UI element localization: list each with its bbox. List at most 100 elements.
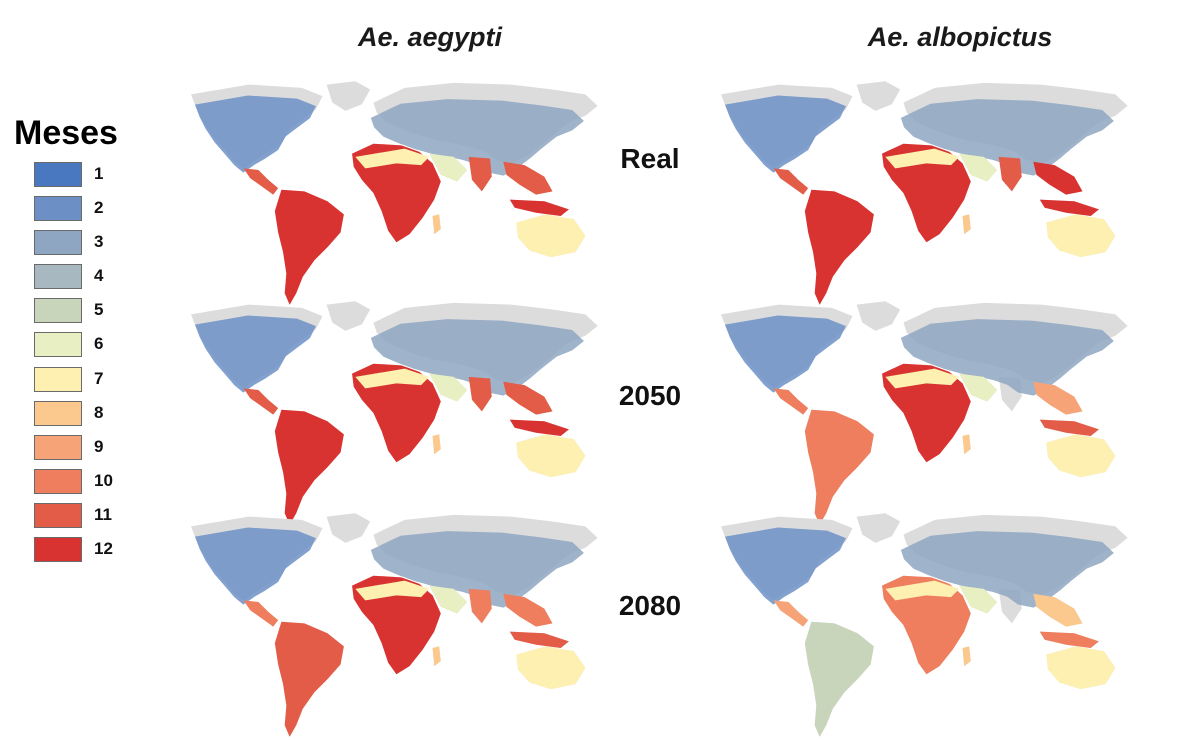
suitability-sahel [885, 148, 960, 169]
column-title-albopictus: Ae. albopictus [867, 22, 1053, 52]
legend-label: 9 [94, 436, 104, 456]
legend-label: 10 [94, 470, 113, 490]
suitability-sahel [355, 148, 430, 169]
row-label-2080: 2080 [618, 590, 682, 621]
suitability-africa [352, 363, 441, 463]
legend-swatch [34, 332, 82, 358]
legend-swatch [34, 502, 82, 528]
suitability-sahel [355, 368, 430, 389]
legend-swatch [34, 230, 82, 256]
suitability-madagascar [962, 646, 971, 667]
suitability-sahel [885, 580, 960, 601]
legend-swatch [34, 468, 82, 494]
row-label-real: Real [620, 143, 680, 174]
suitability-northAm [725, 95, 846, 173]
suitability-africa [882, 363, 971, 463]
suitability-centralAm [243, 388, 279, 415]
legend-label: 4 [94, 266, 104, 286]
suitability-madagascar [432, 214, 441, 235]
suitability-eurasia [900, 99, 1114, 176]
suitability-indonesia [509, 199, 569, 216]
legend-swatch [34, 196, 82, 222]
legend-swatch [34, 537, 82, 563]
suitability-arabia [429, 153, 468, 182]
world-map-panel [191, 81, 598, 305]
suitability-madagascar [432, 646, 441, 667]
legend-label: 12 [94, 539, 113, 559]
legend-label: 2 [94, 198, 104, 218]
legend-swatch [34, 366, 82, 392]
legend-swatch [34, 298, 82, 324]
suitability-india [468, 588, 492, 624]
suitability-seasia [503, 593, 553, 627]
suitability-northAm [195, 527, 316, 605]
world-map-panel [191, 513, 598, 737]
suitability-indonesia [1039, 419, 1099, 436]
world-map-panel [191, 301, 598, 525]
suitability-australia [1046, 434, 1116, 478]
legend-label: 8 [94, 402, 104, 422]
suitability-seasia [1033, 161, 1083, 195]
column-title-aegypti: Ae. aegypti [357, 22, 503, 52]
world-map-panel [721, 513, 1128, 737]
legend-label: 7 [94, 368, 104, 388]
suitability-indonesia [1039, 199, 1099, 216]
suitability-arabia [959, 153, 998, 182]
suitability-india [468, 156, 492, 192]
suitability-australia [1046, 214, 1116, 258]
row-label-2050: 2050 [618, 380, 682, 411]
suitability-arabia [429, 373, 468, 402]
suitability-eurasia [900, 531, 1114, 608]
suitability-southAm [804, 409, 874, 525]
world-map-panel [721, 81, 1128, 305]
suitability-southAm [804, 189, 874, 305]
land-greenland [856, 301, 901, 331]
suitability-northAm [195, 315, 316, 393]
suitability-sahel [885, 368, 960, 389]
suitability-africa [882, 143, 971, 243]
land-greenland [856, 513, 901, 543]
legend-label: 1 [94, 164, 104, 183]
suitability-australia [516, 214, 586, 258]
suitability-seasia [503, 381, 553, 415]
suitability-madagascar [962, 434, 971, 455]
suitability-seasia [1033, 381, 1083, 415]
suitability-arabia [429, 585, 468, 614]
legend-label: 3 [94, 232, 104, 252]
suitability-indonesia [509, 631, 569, 648]
legend-label: 6 [94, 334, 104, 354]
suitability-northAm [195, 95, 316, 173]
suitability-eurasia [370, 531, 584, 608]
legend-swatch [34, 434, 82, 460]
suitability-centralAm [243, 600, 279, 627]
suitability-northAm [725, 315, 846, 393]
legend-swatch [34, 400, 82, 426]
suitability-india [998, 156, 1022, 192]
legend-swatch [34, 162, 82, 187]
land-greenland [326, 301, 371, 331]
suitability-southAm [274, 189, 344, 305]
land-greenland [326, 81, 371, 111]
suitability-madagascar [962, 214, 971, 235]
suitability-seasia [503, 161, 553, 195]
suitability-africa [352, 575, 441, 675]
suitability-sahel [355, 580, 430, 601]
legend-label: 5 [94, 300, 104, 320]
suitability-seasia [1033, 593, 1083, 627]
suitability-indonesia [509, 419, 569, 436]
suitability-southAm [274, 621, 344, 737]
suitability-centralAm [243, 168, 279, 195]
suitability-arabia [959, 585, 998, 614]
legend-swatch [34, 264, 82, 290]
suitability-southAm [274, 409, 344, 525]
suitability-eurasia [370, 99, 584, 176]
world-map-panel [721, 301, 1128, 525]
suitability-eurasia [900, 319, 1114, 396]
suitability-india [468, 376, 492, 412]
suitability-australia [1046, 646, 1116, 690]
suitability-southAm [804, 621, 874, 737]
suitability-australia [516, 434, 586, 478]
suitability-australia [516, 646, 586, 690]
legend-label: 11 [94, 504, 112, 524]
suitability-eurasia [370, 319, 584, 396]
